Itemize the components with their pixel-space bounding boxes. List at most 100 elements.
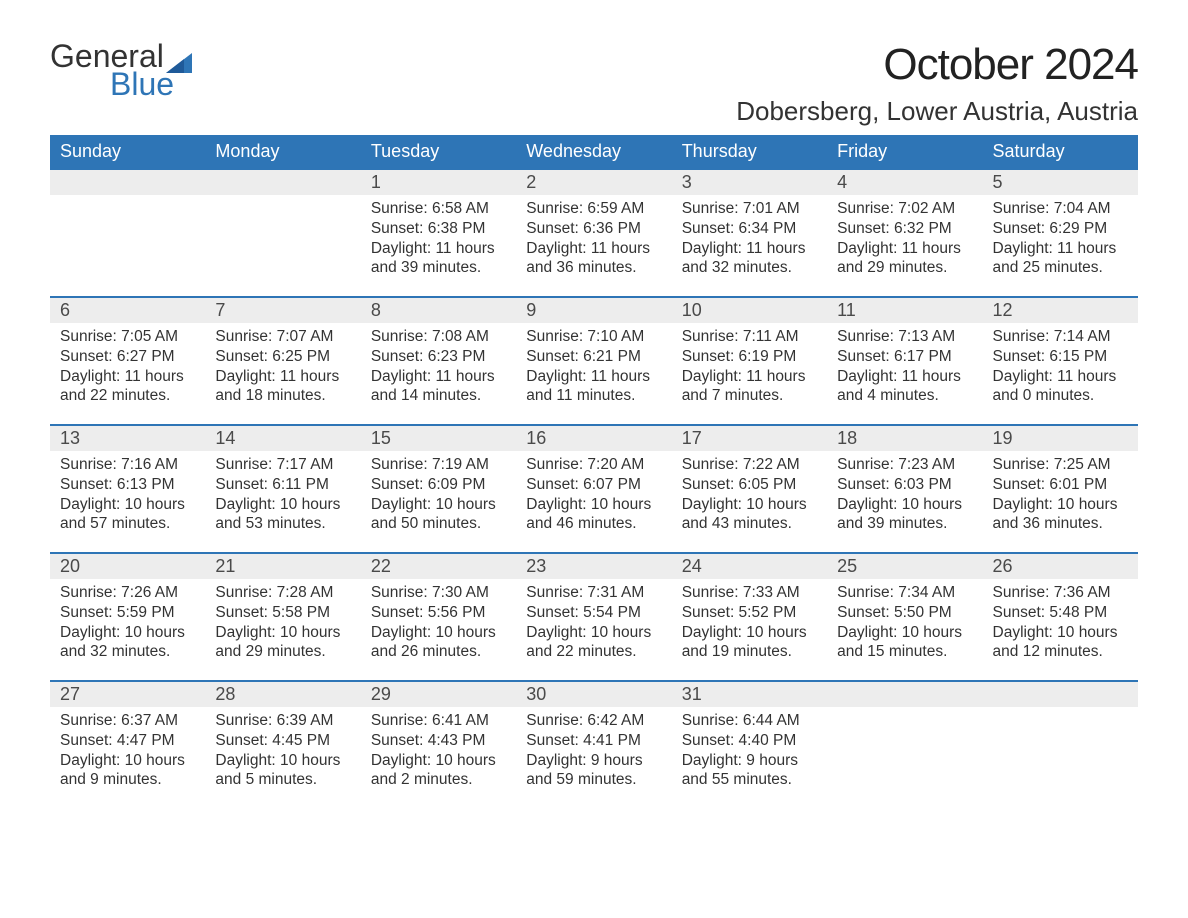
daylight-line-1: Daylight: 9 hours [526, 751, 661, 771]
sunrise-line: Sunrise: 7:19 AM [371, 455, 506, 475]
sunset-line: Sunset: 5:54 PM [526, 603, 661, 623]
sunrise-line: Sunrise: 7:23 AM [837, 455, 972, 475]
sunset-line: Sunset: 6:17 PM [837, 347, 972, 367]
day-info: Sunrise: 7:25 AMSunset: 6:01 PMDaylight:… [983, 451, 1138, 548]
day-number: 1 [361, 168, 516, 195]
calendar-day-cell: 10Sunrise: 7:11 AMSunset: 6:19 PMDayligh… [672, 296, 827, 424]
sunrise-line: Sunrise: 7:28 AM [215, 583, 350, 603]
day-number: 22 [361, 552, 516, 579]
daylight-line-2: and 15 minutes. [837, 642, 972, 662]
day-number: 8 [361, 296, 516, 323]
sunset-line: Sunset: 6:09 PM [371, 475, 506, 495]
calendar-day-cell: 29Sunrise: 6:41 AMSunset: 4:43 PMDayligh… [361, 680, 516, 808]
calendar-day-cell: 18Sunrise: 7:23 AMSunset: 6:03 PMDayligh… [827, 424, 982, 552]
sunrise-line: Sunrise: 6:39 AM [215, 711, 350, 731]
sunset-line: Sunset: 6:15 PM [993, 347, 1128, 367]
daylight-line-1: Daylight: 11 hours [682, 367, 817, 387]
day-number: 29 [361, 680, 516, 707]
daylight-line-1: Daylight: 11 hours [837, 239, 972, 259]
daylight-line-2: and 32 minutes. [682, 258, 817, 278]
day-info: Sunrise: 7:23 AMSunset: 6:03 PMDaylight:… [827, 451, 982, 548]
day-info: Sunrise: 7:17 AMSunset: 6:11 PMDaylight:… [205, 451, 360, 548]
day-number: 10 [672, 296, 827, 323]
daylight-line-2: and 22 minutes. [526, 642, 661, 662]
sunset-line: Sunset: 6:19 PM [682, 347, 817, 367]
day-info: Sunrise: 7:31 AMSunset: 5:54 PMDaylight:… [516, 579, 671, 676]
sunrise-line: Sunrise: 7:36 AM [993, 583, 1128, 603]
calendar-day-cell [983, 680, 1138, 808]
day-info: Sunrise: 7:11 AMSunset: 6:19 PMDaylight:… [672, 323, 827, 420]
calendar-day-cell: 4Sunrise: 7:02 AMSunset: 6:32 PMDaylight… [827, 168, 982, 296]
sunrise-line: Sunrise: 7:20 AM [526, 455, 661, 475]
sunset-line: Sunset: 4:45 PM [215, 731, 350, 751]
daylight-line-2: and 0 minutes. [993, 386, 1128, 406]
daylight-line-1: Daylight: 11 hours [215, 367, 350, 387]
day-number: 28 [205, 680, 360, 707]
daylight-line-1: Daylight: 10 hours [682, 623, 817, 643]
day-info: Sunrise: 7:07 AMSunset: 6:25 PMDaylight:… [205, 323, 360, 420]
day-number: 15 [361, 424, 516, 451]
daylight-line-2: and 25 minutes. [993, 258, 1128, 278]
daylight-line-2: and 18 minutes. [215, 386, 350, 406]
calendar-day-cell: 11Sunrise: 7:13 AMSunset: 6:17 PMDayligh… [827, 296, 982, 424]
day-number-blank [983, 680, 1138, 707]
sunrise-line: Sunrise: 7:01 AM [682, 199, 817, 219]
day-info: Sunrise: 7:33 AMSunset: 5:52 PMDaylight:… [672, 579, 827, 676]
sunrise-line: Sunrise: 7:31 AM [526, 583, 661, 603]
day-number: 13 [50, 424, 205, 451]
daylight-line-1: Daylight: 10 hours [215, 623, 350, 643]
sunrise-line: Sunrise: 7:07 AM [215, 327, 350, 347]
daylight-line-2: and 26 minutes. [371, 642, 506, 662]
daylight-line-2: and 12 minutes. [993, 642, 1128, 662]
calendar-day-cell: 7Sunrise: 7:07 AMSunset: 6:25 PMDaylight… [205, 296, 360, 424]
daylight-line-2: and 11 minutes. [526, 386, 661, 406]
sunset-line: Sunset: 6:23 PM [371, 347, 506, 367]
weekday-header: Sunday [50, 135, 205, 168]
sunrise-line: Sunrise: 6:59 AM [526, 199, 661, 219]
day-number: 16 [516, 424, 671, 451]
sunrise-line: Sunrise: 7:08 AM [371, 327, 506, 347]
day-number: 25 [827, 552, 982, 579]
day-number: 2 [516, 168, 671, 195]
calendar-day-cell: 8Sunrise: 7:08 AMSunset: 6:23 PMDaylight… [361, 296, 516, 424]
daylight-line-1: Daylight: 10 hours [60, 495, 195, 515]
daylight-line-1: Daylight: 11 hours [371, 239, 506, 259]
daylight-line-2: and 5 minutes. [215, 770, 350, 790]
calendar-day-cell [205, 168, 360, 296]
sunset-line: Sunset: 4:43 PM [371, 731, 506, 751]
daylight-line-1: Daylight: 9 hours [682, 751, 817, 771]
location-text: Dobersberg, Lower Austria, Austria [736, 96, 1138, 127]
daylight-line-2: and 29 minutes. [215, 642, 350, 662]
day-number: 24 [672, 552, 827, 579]
day-number: 23 [516, 552, 671, 579]
calendar-day-cell [827, 680, 982, 808]
sunset-line: Sunset: 6:01 PM [993, 475, 1128, 495]
sunset-line: Sunset: 5:50 PM [837, 603, 972, 623]
calendar-day-cell: 25Sunrise: 7:34 AMSunset: 5:50 PMDayligh… [827, 552, 982, 680]
daylight-line-2: and 32 minutes. [60, 642, 195, 662]
calendar-header-row: SundayMondayTuesdayWednesdayThursdayFrid… [50, 135, 1138, 168]
day-info: Sunrise: 6:59 AMSunset: 6:36 PMDaylight:… [516, 195, 671, 292]
daylight-line-2: and 9 minutes. [60, 770, 195, 790]
day-info: Sunrise: 7:16 AMSunset: 6:13 PMDaylight:… [50, 451, 205, 548]
sunset-line: Sunset: 5:48 PM [993, 603, 1128, 623]
calendar-day-cell: 26Sunrise: 7:36 AMSunset: 5:48 PMDayligh… [983, 552, 1138, 680]
title-block: October 2024 Dobersberg, Lower Austria, … [736, 40, 1138, 127]
calendar-day-cell: 31Sunrise: 6:44 AMSunset: 4:40 PMDayligh… [672, 680, 827, 808]
day-info: Sunrise: 7:05 AMSunset: 6:27 PMDaylight:… [50, 323, 205, 420]
weekday-header: Tuesday [361, 135, 516, 168]
weekday-header: Friday [827, 135, 982, 168]
sunrise-line: Sunrise: 7:22 AM [682, 455, 817, 475]
calendar-week-row: 6Sunrise: 7:05 AMSunset: 6:27 PMDaylight… [50, 296, 1138, 424]
calendar-day-cell: 2Sunrise: 6:59 AMSunset: 6:36 PMDaylight… [516, 168, 671, 296]
calendar-day-cell: 21Sunrise: 7:28 AMSunset: 5:58 PMDayligh… [205, 552, 360, 680]
sunrise-line: Sunrise: 7:25 AM [993, 455, 1128, 475]
day-info: Sunrise: 6:58 AMSunset: 6:38 PMDaylight:… [361, 195, 516, 292]
day-info: Sunrise: 6:37 AMSunset: 4:47 PMDaylight:… [50, 707, 205, 804]
calendar-day-cell: 27Sunrise: 6:37 AMSunset: 4:47 PMDayligh… [50, 680, 205, 808]
day-number: 6 [50, 296, 205, 323]
calendar-day-cell: 28Sunrise: 6:39 AMSunset: 4:45 PMDayligh… [205, 680, 360, 808]
daylight-line-1: Daylight: 11 hours [526, 367, 661, 387]
day-number: 12 [983, 296, 1138, 323]
calendar-day-cell: 22Sunrise: 7:30 AMSunset: 5:56 PMDayligh… [361, 552, 516, 680]
